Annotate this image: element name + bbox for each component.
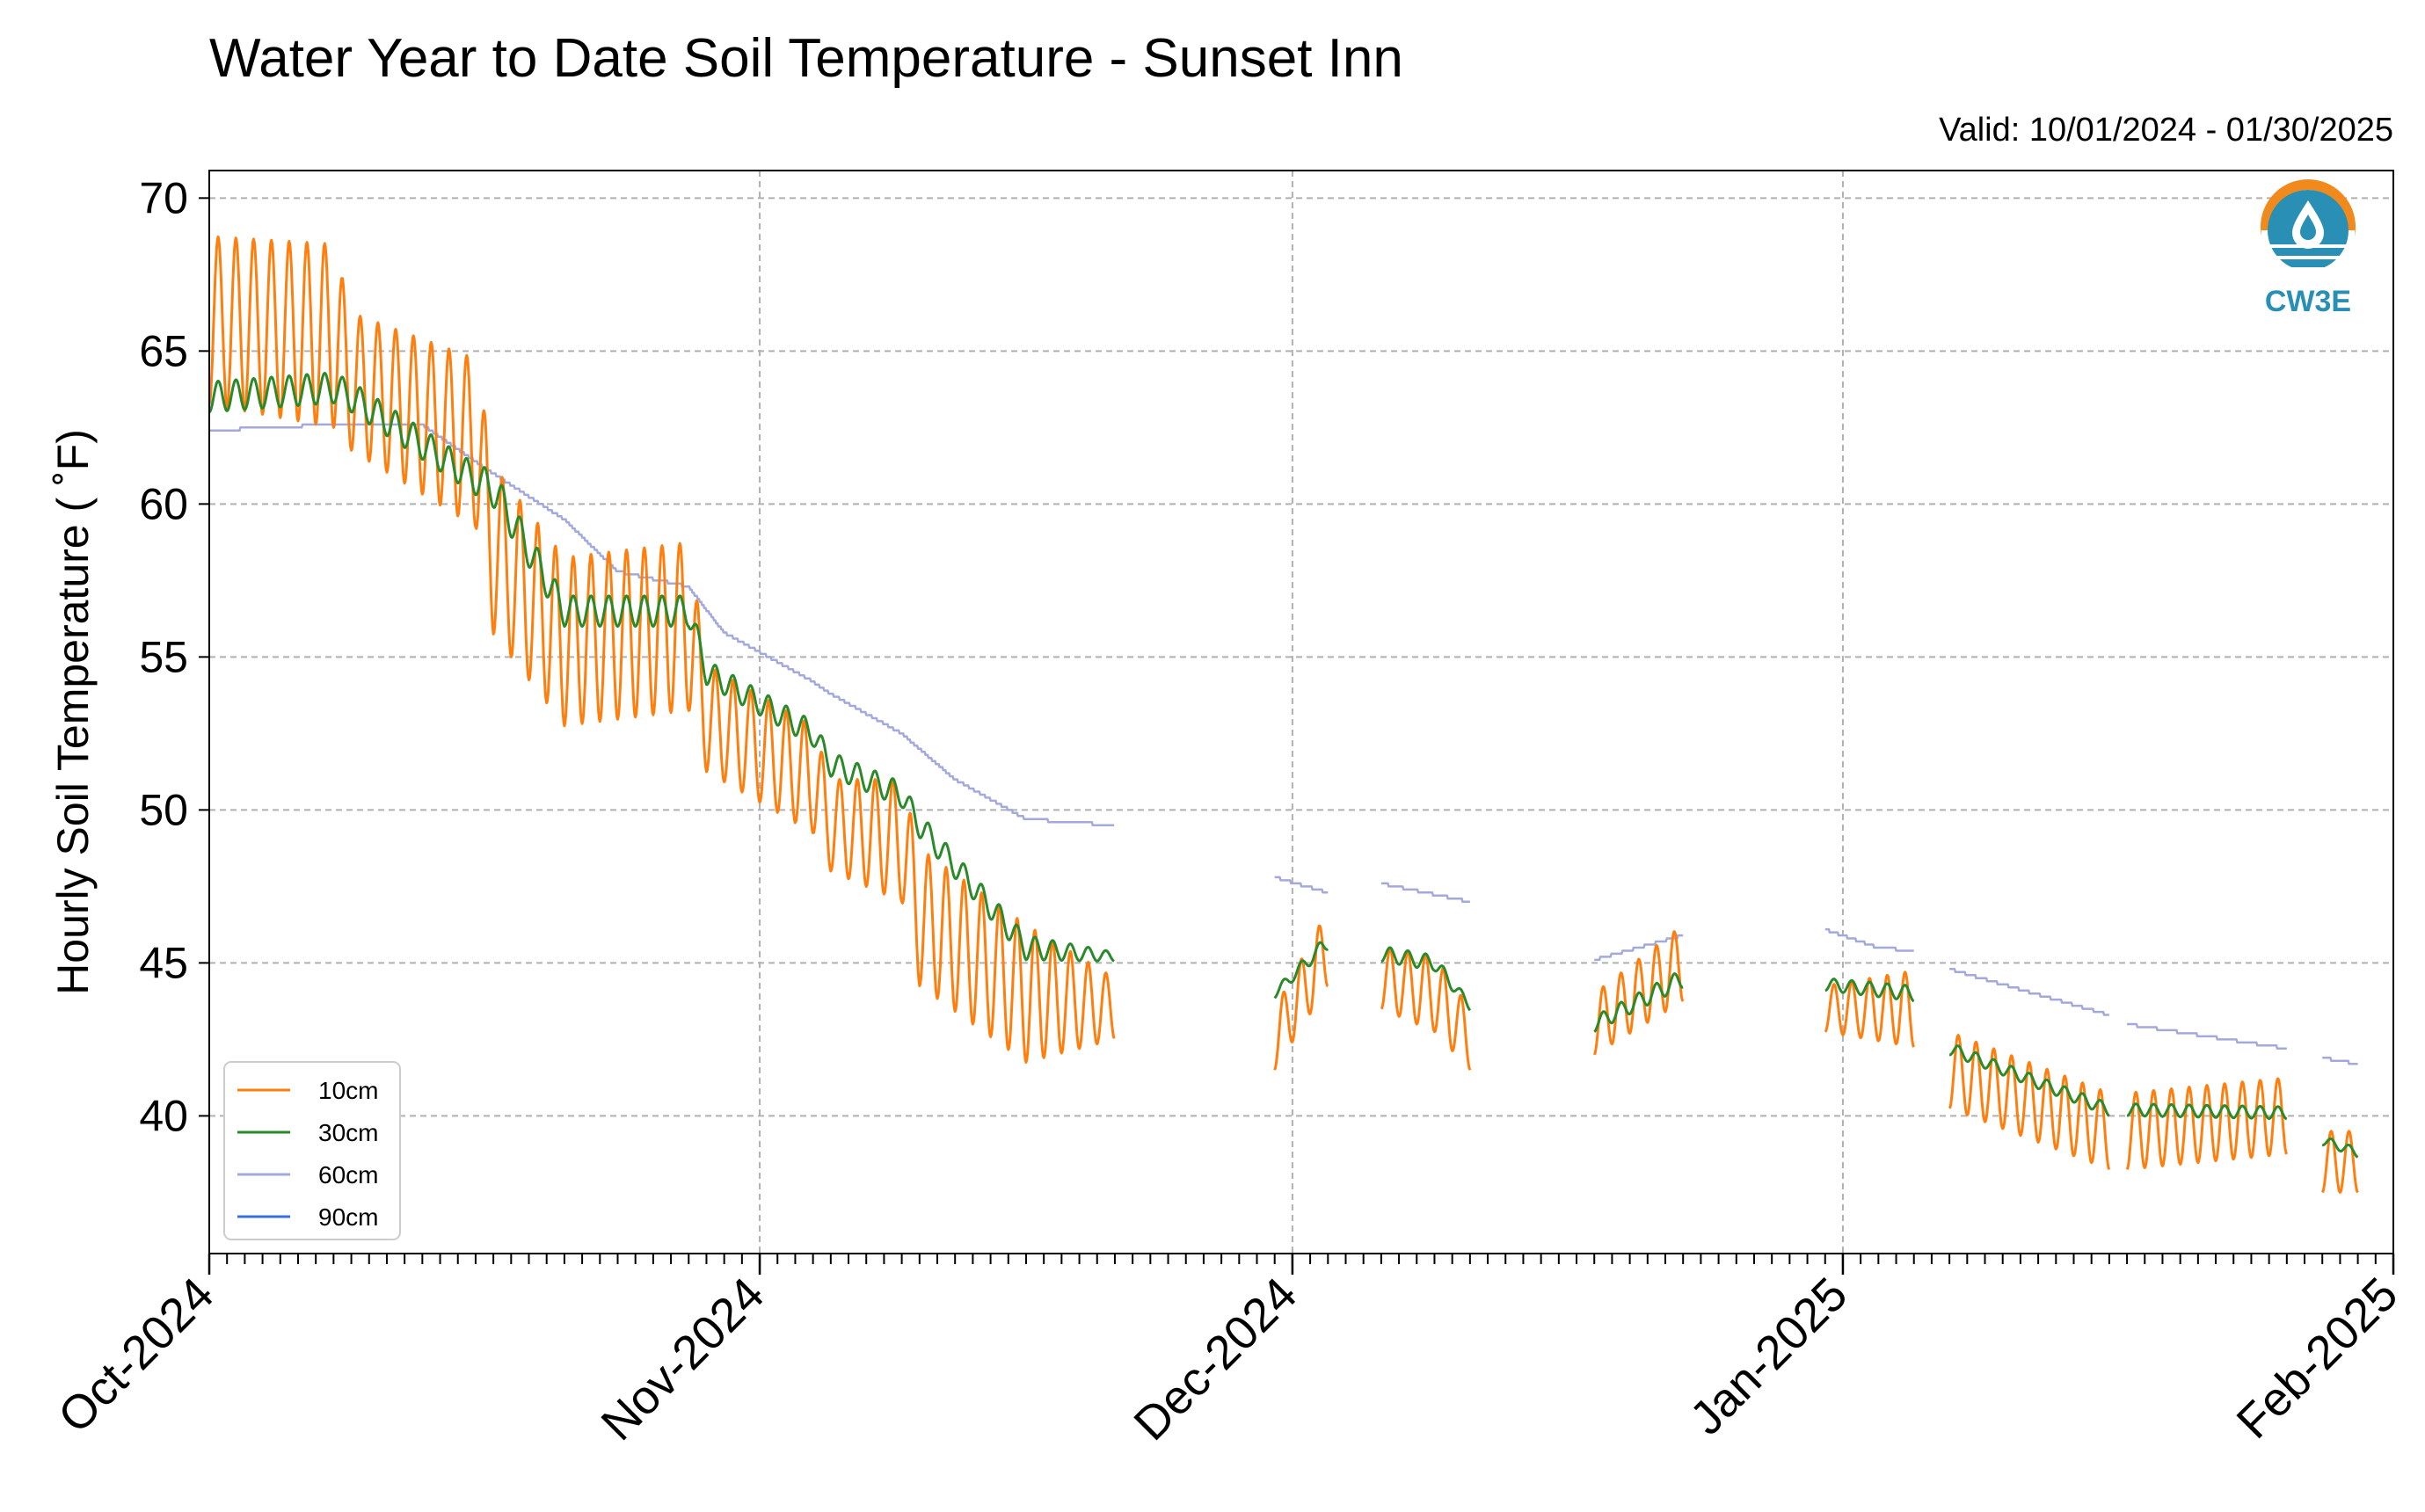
cw3e-logo: CW3E bbox=[2261, 179, 2356, 318]
legend-label: 90cm bbox=[318, 1203, 378, 1231]
series-line-10cm bbox=[1824, 970, 1916, 1048]
logo-text: CW3E bbox=[2265, 285, 2351, 318]
y-axis: 40 45 50 55 60 65 70 bbox=[139, 173, 209, 1140]
series-10cm bbox=[208, 235, 2359, 1194]
y-tick-label: 60 bbox=[139, 479, 188, 528]
chart-title: Water Year to Date Soil Temperature - Su… bbox=[209, 28, 1403, 89]
series-layer bbox=[208, 235, 2359, 1194]
legend-label: 30cm bbox=[318, 1119, 378, 1146]
y-tick-label: 50 bbox=[139, 785, 188, 834]
series-line-30cm bbox=[2126, 1102, 2288, 1121]
series-line-30cm bbox=[1273, 941, 1329, 1000]
grid-lines bbox=[208, 171, 2394, 1254]
series-line-30cm bbox=[2321, 1137, 2359, 1159]
series-line-60cm bbox=[1948, 968, 2110, 1016]
legend-label: 10cm bbox=[318, 1077, 378, 1104]
x-tick-label: Dec-2024 bbox=[1124, 1268, 1307, 1450]
series-line-30cm bbox=[1380, 946, 1472, 1012]
series-line-30cm bbox=[1948, 1044, 2110, 1117]
series-line-60cm bbox=[1380, 882, 1471, 904]
y-tick-label: 45 bbox=[139, 938, 188, 987]
series-line-10cm bbox=[2125, 1077, 2289, 1170]
x-tick-label: Jan-2025 bbox=[1680, 1268, 1858, 1445]
y-tick-label: 70 bbox=[139, 173, 188, 222]
y-tick-label: 55 bbox=[139, 632, 188, 681]
valid-range: Valid: 10/01/2024 - 01/30/2025 bbox=[1939, 112, 2393, 149]
series-line-30cm bbox=[208, 371, 1115, 963]
series-line-60cm bbox=[1274, 876, 1329, 894]
series-line-60cm bbox=[2321, 1057, 2359, 1065]
legend-box bbox=[223, 1061, 401, 1240]
series-line-30cm bbox=[1824, 978, 1915, 1003]
legend-label: 60cm bbox=[318, 1161, 378, 1189]
y-axis-label: Hourly Soil Temperature ( ˚F) bbox=[48, 429, 98, 995]
x-tick-label: Oct-2024 bbox=[48, 1268, 223, 1443]
x-axis: Oct-2024 Nov-2024 Dec-2024 Jan-2025 Feb-2025 bbox=[48, 1254, 2407, 1450]
plot-frame bbox=[208, 170, 2394, 1254]
series-60cm bbox=[208, 423, 2359, 1065]
series-30cm bbox=[208, 371, 2359, 1159]
series-line-10cm bbox=[1948, 1034, 2111, 1170]
series-line-60cm bbox=[1593, 934, 1684, 962]
legend: 10cm 30cm 60cm 90cm bbox=[223, 1061, 401, 1240]
series-line-10cm bbox=[1380, 947, 1472, 1071]
y-tick-label: 65 bbox=[139, 326, 188, 375]
y-tick-label: 40 bbox=[139, 1091, 188, 1140]
x-tick-label: Feb-2025 bbox=[2227, 1268, 2408, 1449]
series-line-60cm bbox=[208, 423, 1115, 827]
series-line-10cm bbox=[208, 235, 1116, 1064]
series-line-60cm bbox=[2126, 1022, 2288, 1050]
x-tick-label: Nov-2024 bbox=[592, 1268, 775, 1450]
series-line-60cm bbox=[1824, 927, 1915, 952]
series-line-10cm bbox=[1273, 924, 1329, 1071]
series-line-30cm bbox=[1593, 972, 1684, 1033]
